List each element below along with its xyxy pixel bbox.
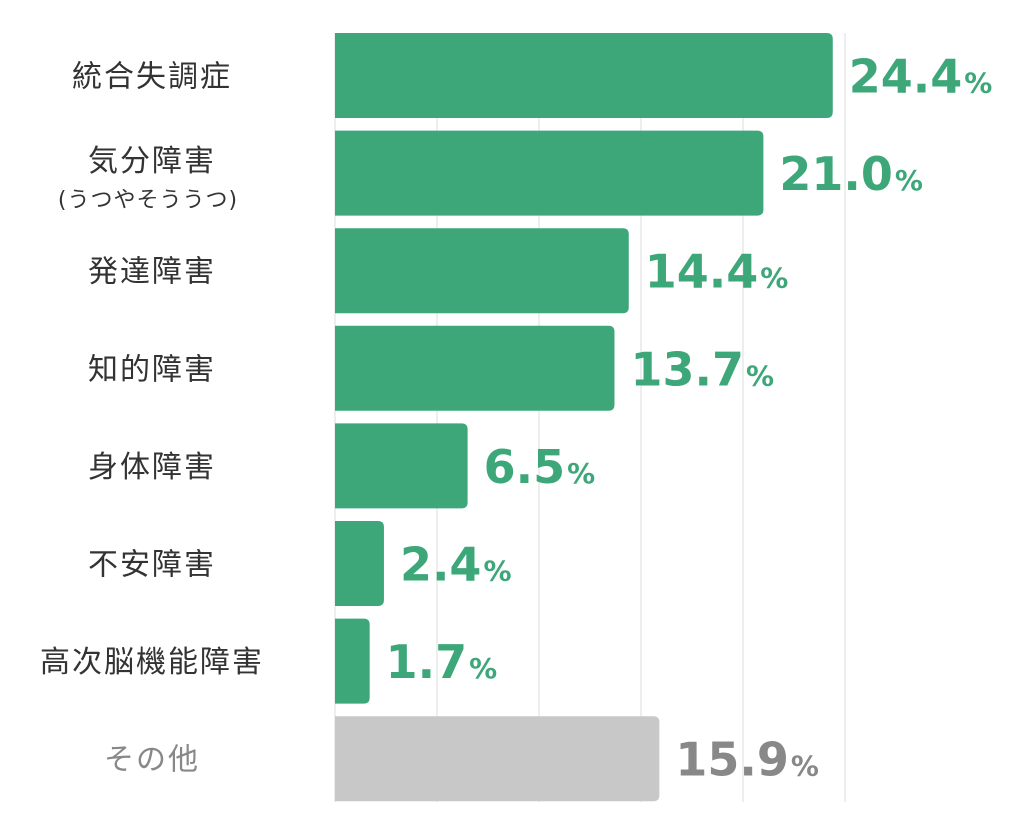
value-label-5: 2.4%: [400, 538, 512, 592]
value-label-3: 13.7%: [630, 342, 774, 396]
bar-5: [335, 521, 384, 606]
bar-6: [335, 618, 370, 704]
bar-4: [335, 423, 468, 509]
value-label-0: 24.4%: [849, 50, 993, 104]
category-label-0: 統合失調症: [72, 60, 232, 95]
category-label-4: 身体障害: [88, 450, 216, 485]
bar-7: [335, 716, 660, 802]
bar-0: [335, 33, 833, 118]
value-label-4: 6.5%: [484, 440, 596, 494]
bars: [335, 33, 833, 802]
bar-2: [335, 228, 629, 314]
category-label-2: 発達障害: [88, 255, 216, 290]
value-labels: 24.4% 21.0% 14.4% 13.7% 6.5% 2.4% 1.7% 15.9%: [386, 50, 993, 787]
value-label-1: 21.0%: [779, 147, 923, 201]
category-label-7: その他: [104, 743, 200, 778]
category-label-6: 高次脳機能障害: [40, 645, 264, 680]
category-label-3: 知的障害: [88, 352, 216, 387]
category-sublabel-1: (うつやそううつ): [58, 188, 238, 213]
bar-1: [335, 130, 764, 216]
category-label-5: 不安障害: [88, 548, 216, 583]
value-label-7: 15.9%: [675, 733, 819, 787]
bar-3: [335, 325, 615, 411]
value-label-2: 14.4%: [645, 245, 789, 299]
category-label-1: 気分障害: [88, 144, 216, 179]
value-label-6: 1.7%: [386, 635, 498, 689]
